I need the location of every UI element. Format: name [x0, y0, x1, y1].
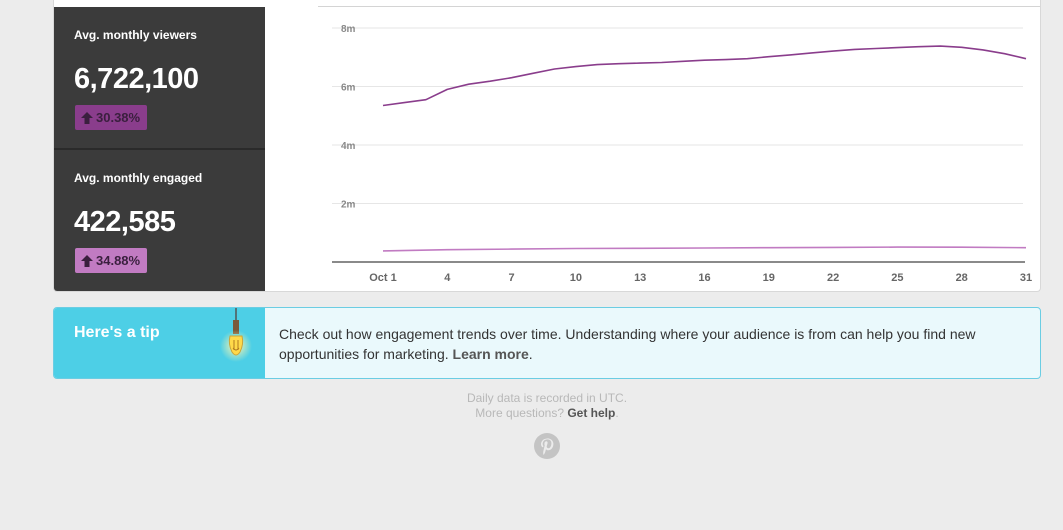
x-tick-label: Oct 1: [369, 272, 397, 284]
x-tick-label: 19: [763, 272, 775, 284]
tip-header: Here's a tip: [54, 308, 265, 378]
x-tick-label: 31: [1020, 272, 1032, 284]
series-line-2: [382, 246, 1027, 252]
footer-utc-note: Daily data is recorded in UTC.: [466, 391, 628, 405]
change-badge: 30.38%: [75, 105, 148, 130]
analytics-panel: Avg. monthly viewers 6,722,100 30.38% Av…: [53, 0, 1041, 292]
footer-help-prefix: More questions?: [475, 406, 564, 420]
x-tick-label: 25: [891, 272, 903, 284]
tip-body: Check out how engagement trends over tim…: [279, 326, 976, 362]
tip-trail: .: [528, 346, 533, 362]
arrow-up-icon: [81, 111, 93, 124]
lightbulb-icon: [220, 308, 252, 362]
x-tick-label: 16: [698, 272, 710, 284]
x-tick-label: 10: [570, 272, 582, 284]
x-tick-label: 22: [827, 272, 839, 284]
x-tick-label: 4: [444, 272, 451, 284]
stat-divider: [54, 148, 265, 150]
footer-help-suffix: .: [615, 406, 619, 420]
y-tick-label: 2m: [341, 200, 356, 211]
stat-value: 422,585: [74, 206, 176, 238]
tip-box: Here's a tip Check out how engagement tr…: [53, 307, 1041, 379]
stat-monthly-viewers[interactable]: Avg. monthly viewers 6,722,100 30.38%: [54, 7, 265, 148]
arrow-up-icon: [81, 254, 93, 267]
series-line-1: [382, 45, 1027, 107]
stat-label: Avg. monthly viewers: [74, 28, 197, 42]
x-tick-label: 13: [634, 272, 646, 284]
stats-sidebar: Avg. monthly viewers 6,722,100 30.38% Av…: [54, 7, 265, 291]
change-value: 30.38%: [96, 110, 141, 125]
line-chart[interactable]: 8m 6m 4m 2m Oct 1 4 7 10 13 16 19 22 25 28 31: [265, 7, 1040, 291]
y-tick-label: 6m: [341, 83, 356, 94]
x-tick-label: 28: [956, 272, 968, 284]
y-tick-label: 8m: [341, 24, 356, 35]
tip-text: Check out how engagement trends over tim…: [279, 324, 1019, 364]
chart-svg: 8m 6m 4m 2m Oct 1 4 7 10 13 16 19 22 25 28 31: [332, 24, 1032, 284]
stat-label: Avg. monthly engaged: [74, 171, 203, 185]
change-badge: 34.88%: [75, 248, 148, 273]
y-tick-label: 4m: [341, 141, 356, 152]
tip-title: Here's a tip: [74, 324, 160, 341]
pinterest-logo-icon[interactable]: [533, 432, 561, 460]
stat-value: 6,722,100: [74, 63, 199, 95]
learn-more-link[interactable]: Learn more: [452, 346, 529, 362]
footer-help: More questions? Get help.: [0, 406, 1063, 420]
change-value: 34.88%: [96, 253, 141, 268]
x-tick-label: 7: [509, 272, 515, 284]
panel-top-border: [318, 6, 1040, 7]
get-help-link[interactable]: Get help: [567, 406, 616, 420]
stat-monthly-engaged[interactable]: Avg. monthly engaged 422,585 34.88%: [54, 150, 265, 291]
